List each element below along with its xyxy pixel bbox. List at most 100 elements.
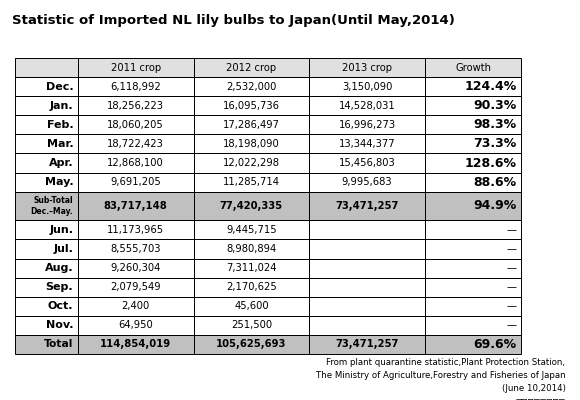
Bar	[194, 115, 309, 134]
Text: 64,950: 64,950	[118, 320, 153, 330]
Bar	[309, 154, 425, 172]
Bar	[194, 316, 309, 335]
Bar	[14, 335, 78, 354]
Bar	[194, 258, 309, 278]
Text: Jul.: Jul.	[53, 244, 73, 254]
Text: 114,854,019: 114,854,019	[100, 340, 171, 350]
Bar	[425, 335, 521, 354]
Bar	[78, 58, 194, 77]
Bar	[425, 96, 521, 115]
Text: 18,256,223: 18,256,223	[107, 101, 164, 111]
Text: 13,344,377: 13,344,377	[339, 139, 396, 149]
Bar	[78, 192, 194, 220]
Bar	[425, 192, 521, 220]
Text: 9,691,205: 9,691,205	[110, 177, 161, 187]
Text: 2,400: 2,400	[122, 301, 150, 311]
Bar	[78, 335, 194, 354]
Text: 16,996,273: 16,996,273	[339, 120, 396, 130]
Bar	[194, 192, 309, 220]
Text: —: —	[507, 263, 517, 273]
Bar	[425, 258, 521, 278]
Bar	[309, 297, 425, 316]
Text: 18,198,090: 18,198,090	[223, 139, 280, 149]
Bar	[78, 154, 194, 172]
Text: 株式会社中村農園: 株式会社中村農園	[516, 398, 566, 400]
Bar	[425, 58, 521, 77]
Bar	[194, 240, 309, 258]
Bar	[425, 134, 521, 154]
Bar	[78, 258, 194, 278]
Text: —: —	[507, 282, 517, 292]
Bar	[14, 335, 78, 354]
Bar	[194, 96, 309, 115]
Text: From plant quarantine statistic,Plant Protection Station,: From plant quarantine statistic,Plant Pr…	[327, 358, 566, 367]
Text: 45,600: 45,600	[234, 301, 269, 311]
Bar	[425, 192, 521, 220]
Text: 18,722,423: 18,722,423	[107, 139, 164, 149]
Text: 124.4%: 124.4%	[465, 80, 517, 93]
Bar	[14, 96, 78, 115]
Text: 73.3%: 73.3%	[473, 138, 517, 150]
Bar	[425, 335, 521, 354]
Text: Sub-Total
Dec.–May.: Sub-Total Dec.–May.	[31, 196, 73, 216]
Bar	[309, 58, 425, 77]
Bar	[425, 316, 521, 335]
Text: 2,532,000: 2,532,000	[226, 82, 277, 92]
Text: 73,471,257: 73,471,257	[335, 201, 399, 211]
Text: Jun.: Jun.	[49, 225, 73, 235]
Text: 8,980,894: 8,980,894	[226, 244, 277, 254]
Bar	[14, 220, 78, 240]
Text: 69.6%: 69.6%	[474, 338, 517, 351]
Text: Feb.: Feb.	[46, 120, 73, 130]
Bar	[14, 58, 78, 77]
Text: 94.9%: 94.9%	[473, 200, 517, 212]
Bar	[78, 297, 194, 316]
Bar	[78, 240, 194, 258]
Bar	[309, 172, 425, 192]
Bar	[78, 335, 194, 354]
Bar	[425, 220, 521, 240]
Bar	[194, 77, 309, 96]
Bar	[78, 134, 194, 154]
Text: 251,500: 251,500	[231, 320, 272, 330]
Bar	[309, 192, 425, 220]
Text: 128.6%: 128.6%	[465, 156, 517, 170]
Text: 2012 crop: 2012 crop	[226, 62, 277, 72]
Text: 3,150,090: 3,150,090	[342, 82, 392, 92]
Text: 15,456,803: 15,456,803	[339, 158, 396, 168]
Text: 9,260,304: 9,260,304	[111, 263, 161, 273]
Text: —: —	[507, 225, 517, 235]
Bar	[194, 335, 309, 354]
Bar	[309, 335, 425, 354]
Text: Nov.: Nov.	[46, 320, 73, 330]
Bar	[78, 115, 194, 134]
Bar	[14, 172, 78, 192]
Bar	[78, 316, 194, 335]
Bar	[425, 115, 521, 134]
Text: 90.3%: 90.3%	[473, 99, 517, 112]
Bar	[194, 192, 309, 220]
Text: Oct.: Oct.	[48, 301, 73, 311]
Text: 18,060,205: 18,060,205	[107, 120, 164, 130]
Text: Mar.: Mar.	[46, 139, 73, 149]
Bar	[194, 297, 309, 316]
Bar	[78, 172, 194, 192]
Text: 9,445,715: 9,445,715	[226, 225, 277, 235]
Text: 16,095,736: 16,095,736	[223, 101, 280, 111]
Bar	[425, 172, 521, 192]
Bar	[309, 240, 425, 258]
Text: 11,173,965: 11,173,965	[107, 225, 164, 235]
Bar	[425, 297, 521, 316]
Bar	[194, 134, 309, 154]
Text: 12,868,100: 12,868,100	[107, 158, 164, 168]
Text: 2013 crop: 2013 crop	[342, 62, 392, 72]
Bar	[14, 316, 78, 335]
Text: May.: May.	[45, 177, 73, 187]
Text: Aug.: Aug.	[45, 263, 73, 273]
Bar	[78, 220, 194, 240]
Text: 8,555,703: 8,555,703	[110, 244, 161, 254]
Text: 2,170,625: 2,170,625	[226, 282, 277, 292]
Text: 88.6%: 88.6%	[474, 176, 517, 189]
Bar	[194, 335, 309, 354]
Text: Growth: Growth	[455, 62, 491, 72]
